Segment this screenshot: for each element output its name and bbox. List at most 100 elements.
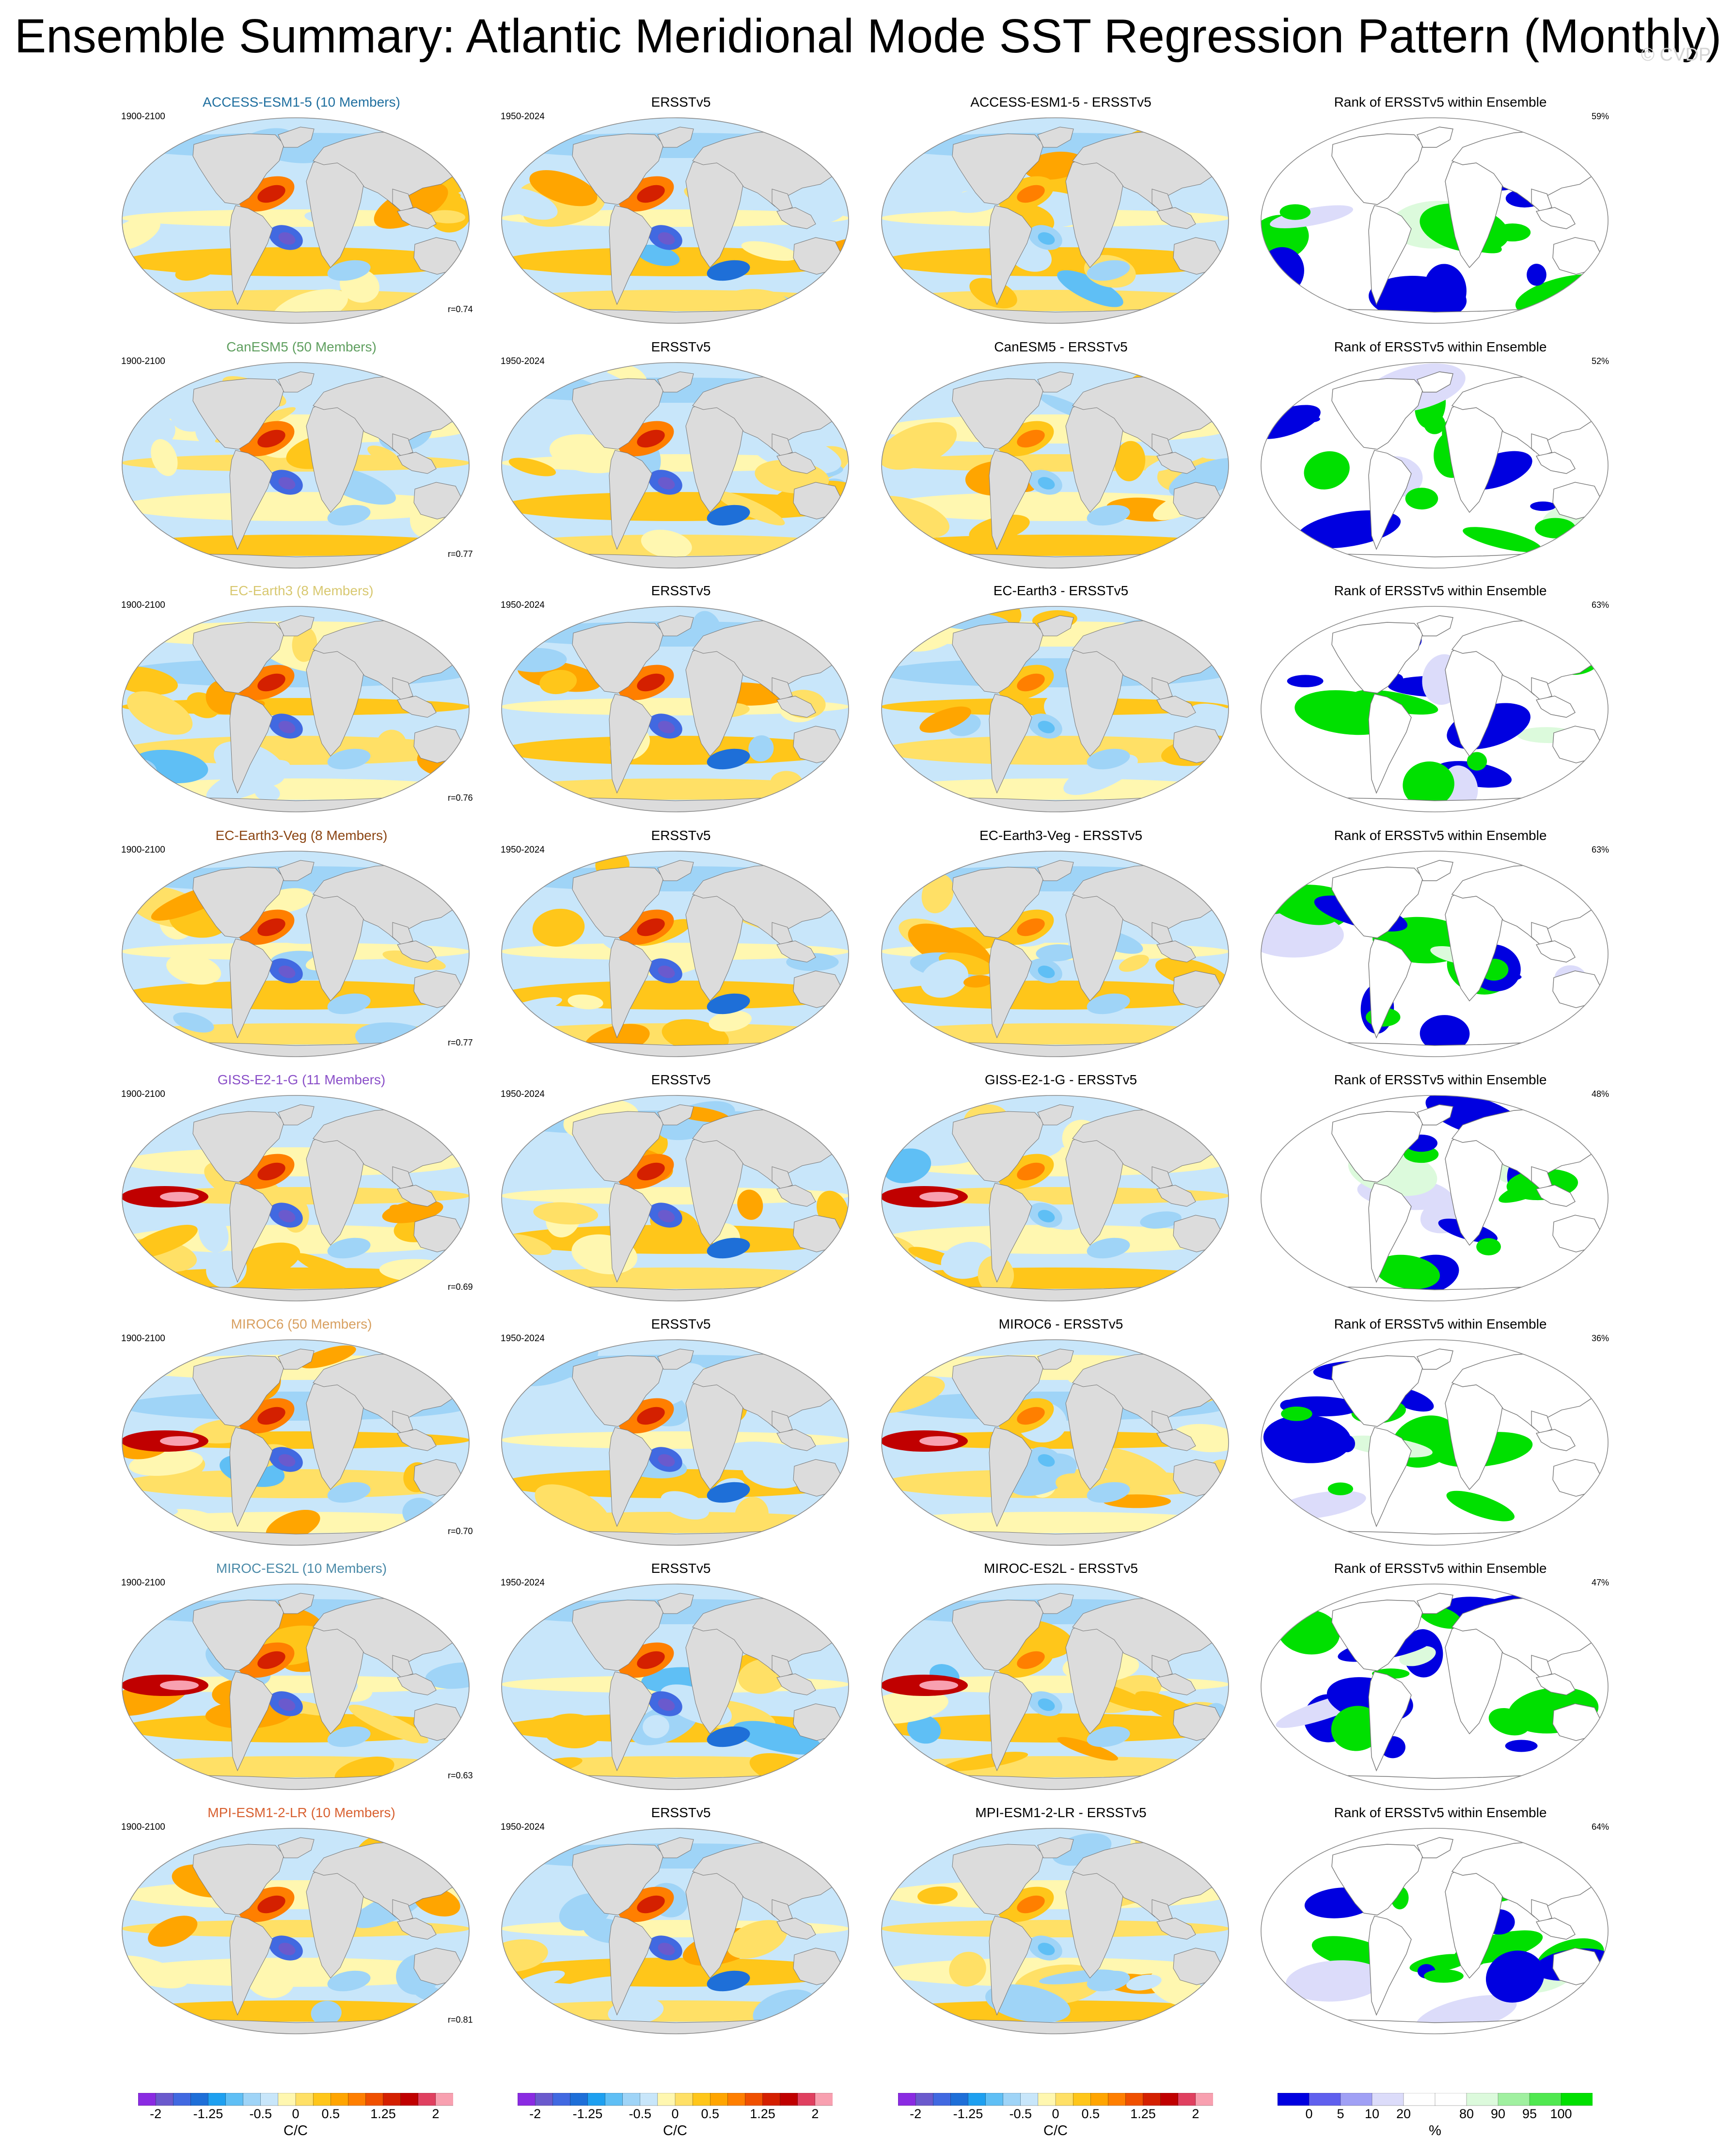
model-panel: MIROC-ES2L (10 Members) 1900-2100 r=0.63 (117, 1561, 486, 1803)
colorbar-swatch (225, 2093, 244, 2106)
sst-anomaly (539, 670, 577, 695)
rank-panel-title: Rank of ERSSTv5 within Ensemble (1334, 339, 1547, 354)
model-panel: EC-Earth3-Veg (8 Members) 1900-2100 r=0.77 (117, 828, 486, 1070)
map-border (881, 1339, 1229, 1546)
sst-anomaly (942, 1752, 1028, 1771)
land-outline (609, 1427, 652, 1527)
sst-anomaly (568, 994, 603, 1010)
sst-band (882, 1431, 1229, 1449)
land-outline (192, 1600, 284, 1671)
rank-percent: 63% (1592, 600, 1610, 610)
sst-anomaly (173, 1012, 214, 1033)
obs-map-frame (501, 1583, 850, 1793)
south-atlantic-cold (327, 1726, 371, 1747)
south-atlantic-cold (1087, 260, 1130, 281)
atlantic-cold-core (658, 232, 675, 245)
regression-colorbar-1-swatches (138, 2093, 453, 2106)
sst-anomaly (148, 1916, 198, 1947)
pattern-correlation: r=0.81 (448, 2015, 473, 2025)
land-outline (793, 726, 842, 763)
model-map (122, 1828, 470, 2034)
atlantic-warm-core (637, 1895, 665, 1914)
regression-colorbar-1: -2 -1.25 -0.5 0 0.5 1.25 2 C/C (138, 2093, 453, 2139)
model-panel-title: CanESM5 (50 Members) (226, 339, 377, 354)
land-outline (1552, 1703, 1602, 1741)
colorbar-swatch (1038, 2093, 1056, 2106)
map-border (501, 1828, 849, 2034)
rank-region (1339, 1435, 1356, 1453)
colorbar-swatch (1160, 2093, 1179, 2106)
land-outline (793, 1459, 842, 1497)
land-outline (1037, 371, 1074, 393)
land-outline (952, 622, 1044, 694)
map-border (122, 1828, 470, 2034)
colorbar-swatch (383, 2093, 401, 2106)
colorbar-swatch (1125, 2093, 1144, 2106)
south-atlantic-cold (327, 993, 371, 1014)
atlantic-cold-core (658, 1454, 675, 1467)
colorbar-swatch (657, 2093, 676, 2106)
map-border (501, 117, 849, 324)
colorbar-unit: % (1429, 2123, 1441, 2139)
period-label: 1900-2100 (121, 1578, 165, 1588)
colorbar-tick-label: 0 (1052, 2107, 1059, 2121)
land-outline (397, 940, 437, 963)
land-outline (229, 694, 273, 794)
land-outline (793, 237, 842, 275)
map-border (881, 117, 1229, 324)
atlantic-cold-core (278, 1943, 296, 1955)
land-outline (1417, 860, 1453, 881)
model-panel: CanESM5 (50 Members) 1900-2100 r=0.77 (117, 339, 486, 582)
land-outline (609, 1916, 652, 2016)
land-outline (1156, 1429, 1196, 1451)
sst-band (122, 1187, 469, 1204)
diff-panel: MIROC6 - ERSSTv5 (877, 1316, 1245, 1559)
land-outline (572, 1355, 664, 1427)
colorbar-swatch (727, 2093, 746, 2106)
map-border (1261, 1095, 1609, 1301)
model-panel-title: MIROC6 (50 Members) (231, 1316, 372, 1331)
land-outline (278, 1348, 315, 1370)
sst-anomaly (735, 1497, 769, 1534)
colorbar-tick-label: 5 (1337, 2107, 1344, 2121)
atlantic-cold-core (1038, 232, 1055, 245)
obs-panel-title: ERSSTv5 (651, 1561, 711, 1576)
colorbar-swatch (535, 2093, 553, 2106)
sst-band (502, 290, 849, 311)
rank-map-frame (1260, 361, 1609, 572)
colorbar-swatch (640, 2093, 658, 2106)
atlantic-cold-core (1038, 721, 1055, 733)
land-outline (192, 622, 284, 694)
land-outline (413, 726, 463, 763)
sst-band (882, 1187, 1229, 1204)
sst-band (882, 1268, 1229, 1289)
pattern-correlation: r=0.77 (448, 549, 473, 559)
land-outline (1368, 694, 1412, 794)
colorbar-tick-label: 0.5 (321, 2107, 340, 2121)
land-outline (1173, 1215, 1222, 1252)
colorbar-swatch (1435, 2093, 1467, 2106)
land-outline (1368, 450, 1412, 550)
map-border (881, 851, 1229, 1057)
land-outline (657, 860, 694, 881)
atlantic-cold-core (658, 1698, 675, 1711)
period-label: 1950-2024 (501, 111, 545, 122)
obs-panel: ERSSTv5 1950-2024 (497, 1316, 865, 1559)
obs-map (501, 606, 849, 812)
sst-anomaly (643, 1715, 669, 1739)
land-outline (413, 237, 463, 275)
model-map-frame (121, 1827, 470, 2038)
atlantic-cold-core (278, 232, 296, 245)
rank-panel: Rank of ERSSTv5 within Ensemble 36% (1256, 1316, 1625, 1559)
diff-panel: ACCESS-ESM1-5 - ERSSTv5 (877, 95, 1245, 337)
colorbar-swatch (1340, 2093, 1373, 2106)
period-label: 1900-2100 (121, 356, 165, 366)
land-outline (609, 938, 652, 1039)
diff-panel-title: MIROC-ES2L - ERSSTv5 (984, 1561, 1138, 1576)
land-outline (278, 127, 315, 148)
south-atlantic-cold (707, 1970, 750, 1992)
land-outline (989, 450, 1032, 550)
sst-band (122, 1676, 469, 1693)
land-outline (657, 1593, 694, 1614)
pacific-warm-core (919, 1436, 958, 1446)
